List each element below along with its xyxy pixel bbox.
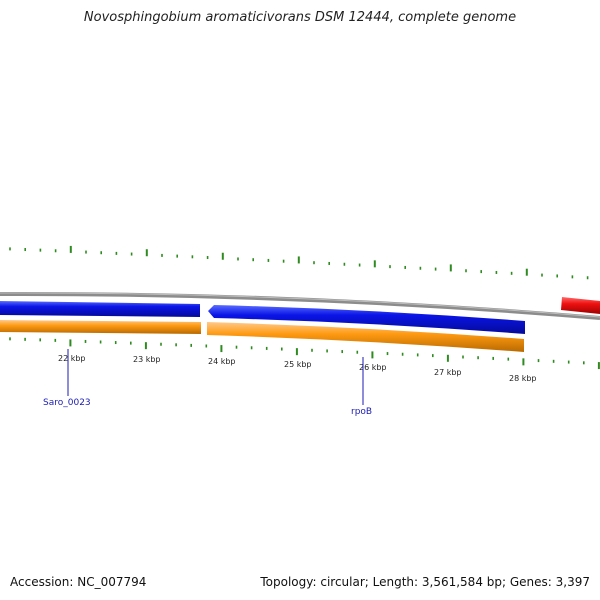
genome-backbone: [0, 291, 600, 320]
genome-summary-text: Topology: circular; Length: 3,561,584 bp…: [260, 575, 590, 589]
cds-rpob-feature[interactable]: [207, 322, 524, 352]
red-feature[interactable]: [561, 297, 600, 314]
accession-text: Accession: NC_007794: [10, 575, 147, 589]
tick-label: 25 kbp: [284, 360, 312, 369]
tick-label: 28 kbp: [509, 374, 537, 383]
cds-saro-0023-feature[interactable]: [0, 320, 201, 334]
tick-label: 23 kbp: [133, 355, 161, 364]
genome-backbone-highlight: [0, 292, 600, 318]
tick-labels: 22 kbp 23 kbp 24 kbp 25 kbp 26 kbp 27 kb…: [58, 354, 537, 383]
gene-label-rpob[interactable]: rpoB: [351, 407, 372, 417]
map-title: Novosphingobium aromaticivorans DSM 1244…: [83, 10, 517, 25]
gene-label-saro-0023[interactable]: Saro_0023: [43, 398, 91, 408]
tick-label: 26 kbp: [359, 363, 387, 372]
inner-tick-ruler: [9, 337, 600, 370]
tick-label: 24 kbp: [208, 357, 236, 366]
tick-label: 22 kbp: [58, 354, 86, 363]
gene-rpob-feature[interactable]: [208, 305, 525, 334]
outer-tick-ruler: [9, 245, 589, 280]
gene-saro-0023-feature[interactable]: [0, 301, 200, 317]
tick-label: 27 kbp: [434, 368, 462, 377]
